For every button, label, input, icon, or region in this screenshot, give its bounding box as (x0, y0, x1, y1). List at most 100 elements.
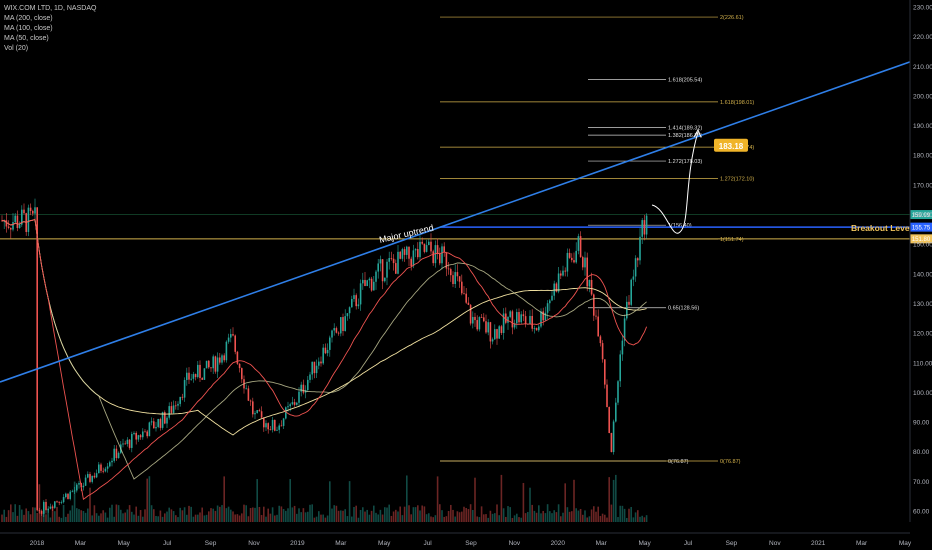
volume-bar (252, 507, 254, 522)
legend-ma100[interactable]: MA (100, close) (4, 25, 53, 32)
volume-bar (298, 508, 300, 522)
volume-bar (148, 476, 151, 522)
candle-body (238, 363, 241, 369)
candle-body (313, 361, 316, 374)
candle-body (531, 315, 533, 329)
candle-body (478, 317, 481, 330)
candle-body (340, 317, 342, 334)
volume-bar (362, 507, 364, 522)
candle-body (326, 349, 329, 354)
volume-bar (628, 508, 630, 522)
candle-body (247, 388, 250, 401)
x-tick-label: Jul (163, 540, 172, 547)
candle-body (417, 249, 419, 258)
candle-body (197, 364, 199, 378)
candle-body (586, 257, 588, 287)
candle-body (95, 473, 98, 478)
candle-body (179, 396, 181, 404)
volume-bar (366, 509, 368, 522)
candle-body (177, 403, 179, 406)
volume-bar (562, 512, 564, 522)
volume-bar (56, 506, 58, 522)
candle-body (395, 263, 397, 274)
candle-body (150, 421, 153, 423)
candle-body (487, 322, 489, 333)
volume-bar (531, 504, 533, 522)
volume-bar (568, 511, 571, 522)
candle-body (590, 279, 593, 295)
candle-body (474, 316, 476, 321)
y-tick-label: 150.00 (913, 242, 932, 249)
candle-body (36, 207, 38, 511)
volume-bar (265, 516, 267, 522)
legend-ma200[interactable]: MA (200, close) (4, 15, 53, 22)
fib-label: 1.414(189.32) (668, 126, 702, 132)
legend-symbol[interactable]: WIX.COM LTD, 1D, NASDAQ (4, 5, 97, 12)
volume-bar (95, 513, 98, 522)
volume-bar (439, 504, 441, 522)
candle-body (467, 302, 470, 305)
candle-body (69, 491, 71, 499)
volume-bar (254, 507, 256, 522)
candle-body (421, 241, 423, 244)
legend-ma50[interactable]: MA (50, close) (4, 35, 49, 42)
volume-bar (280, 506, 283, 522)
candle-body (639, 236, 641, 261)
volume-bar (351, 516, 353, 522)
price-tag-label: 155.75 (912, 225, 931, 231)
volume-bar (104, 512, 107, 522)
volume-bar (232, 511, 234, 522)
volume-bar (225, 508, 228, 522)
volume-bar (278, 505, 280, 522)
volume-bar (472, 509, 474, 522)
candle-body (192, 374, 195, 379)
volume-bar (216, 505, 219, 522)
candle-body (399, 251, 401, 259)
candle-body (498, 326, 500, 339)
x-tick-label: Mar (856, 540, 868, 547)
candle-body (450, 269, 452, 276)
candle-body (480, 317, 483, 318)
volume-bar (236, 514, 239, 522)
volume-bar (505, 516, 507, 522)
y-tick-label: 90.00 (913, 420, 930, 427)
volume-bar (386, 507, 388, 522)
candle-body (601, 343, 604, 360)
candle-body (564, 270, 566, 272)
candle-body (346, 313, 349, 317)
volume-bar (553, 510, 555, 522)
volume-bar (423, 506, 426, 522)
volume-bar (287, 508, 289, 522)
candle-body (168, 406, 170, 418)
candle-body (260, 411, 263, 418)
candle-body (452, 275, 454, 285)
candle-body (137, 435, 140, 440)
volume-bar (179, 507, 181, 522)
volume-bar (219, 506, 221, 522)
candle-body (582, 257, 584, 268)
volume-bar (549, 511, 551, 522)
candle-body (544, 312, 547, 321)
volume-bar (201, 507, 203, 522)
candle-body (351, 298, 353, 308)
volume-bar (100, 513, 102, 522)
volume-bar (337, 510, 340, 522)
candle-body (227, 337, 230, 342)
candle-body (507, 316, 509, 323)
volume-bar (84, 512, 87, 522)
volume-bar (403, 506, 406, 522)
projection-path (651, 131, 699, 234)
volume-bar (359, 509, 362, 522)
candle-body (205, 360, 208, 369)
candle-body (131, 433, 133, 448)
candle-body (434, 245, 437, 264)
volume-bar (65, 516, 67, 522)
candle-body (375, 271, 377, 282)
volume-bar (276, 514, 278, 522)
legend-vol[interactable]: Vol (20) (4, 45, 29, 52)
volume-bar (610, 504, 613, 522)
candle-body (368, 278, 371, 281)
volume-bar (124, 512, 126, 522)
